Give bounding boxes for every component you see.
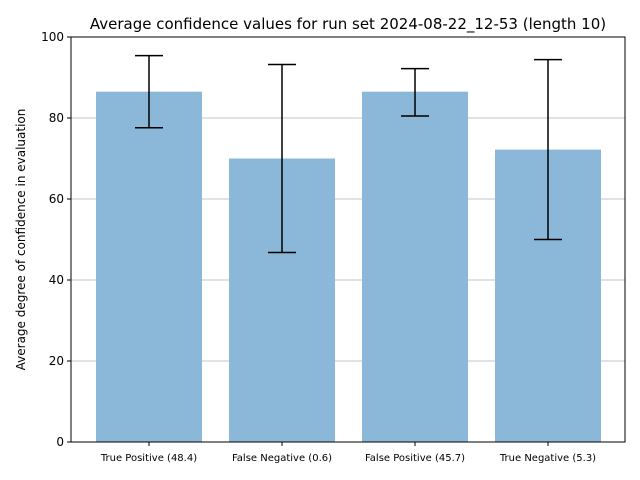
x-tick-label: False Negative (0.6) [232,453,332,464]
chart-title: Average confidence values for run set 20… [90,15,606,34]
bars [96,91,601,443]
bar [362,91,468,443]
y-tick-label: 40 [49,273,64,287]
y-tick-label: 80 [49,111,64,125]
y-tick-label: 20 [49,354,64,368]
plot-frame [70,36,626,443]
error-bars [135,54,562,254]
y-axis-label: Average degree of confidence in evaluati… [14,109,28,371]
x-tick-label: True Positive (48.4) [100,453,197,464]
x-tick-label: False Positive (45.7) [365,453,465,464]
y-tick-label: 0 [56,435,64,449]
x-tick-label: True Negative (5.3) [499,453,596,464]
bar [96,91,202,443]
y-tick-label: 60 [49,192,64,206]
x-axis-ticks: True Positive (48.4) False Negative (0.6)… [100,442,596,464]
y-tick-label: 100 [41,30,64,44]
y-axis-ticks: 0 20 40 60 80 100 [41,30,71,449]
